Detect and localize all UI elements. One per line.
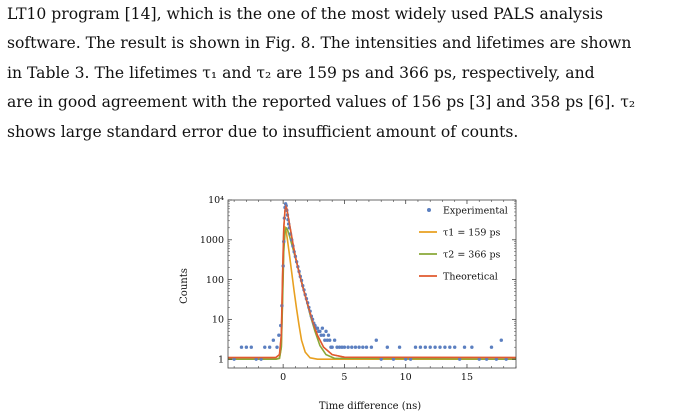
paragraph-line: shows large standard error due to insuff… (7, 122, 519, 141)
data-point (391, 357, 396, 361)
plot-frame (227, 199, 517, 369)
data-point (342, 345, 347, 349)
data-point (443, 345, 447, 349)
y-tick-label: 1000 (200, 235, 224, 246)
data-point (385, 345, 390, 349)
data-point (423, 345, 428, 349)
data-point (361, 345, 365, 349)
paragraph-line: software. The result is shown in Fig. 8.… (7, 34, 632, 53)
y-axis-label: Counts (179, 268, 190, 304)
data-point (259, 357, 263, 361)
data-point (319, 333, 323, 337)
data-point (499, 338, 503, 342)
data-point (350, 345, 354, 349)
series-line (228, 203, 517, 359)
data-point (330, 345, 334, 349)
data-point (489, 345, 494, 349)
y-tick-label: 1 (218, 354, 224, 365)
paragraph-line: are in good agreement with the reported … (7, 93, 636, 112)
body-paragraph: LT10 program [14], which is the one of t… (7, 0, 695, 147)
data-point (494, 357, 499, 361)
y-tick-label: 10⁴ (208, 195, 224, 206)
legend-marker (427, 208, 431, 212)
data-point (249, 345, 253, 349)
data-point (457, 357, 462, 361)
data-point (321, 333, 326, 337)
data-point (267, 345, 272, 349)
data-point (477, 357, 481, 361)
data-point (263, 345, 267, 349)
legend-label: Theoretical (443, 272, 498, 283)
data-point (364, 345, 369, 349)
data-point (315, 326, 320, 330)
data-point (340, 345, 344, 349)
data-point (397, 345, 402, 349)
data-point (232, 357, 236, 361)
series-line (228, 226, 516, 360)
data-point (418, 345, 423, 349)
data-point (254, 357, 258, 361)
x-tick-label: 15 (461, 372, 473, 383)
data-point (328, 338, 332, 342)
data-point (462, 345, 467, 349)
data-point (404, 357, 408, 361)
data-point (346, 345, 350, 349)
y-tick-label: 10 (212, 315, 224, 326)
data-point (428, 345, 432, 349)
data-point (484, 357, 489, 361)
data-point (323, 338, 327, 342)
x-tick-label: 0 (280, 372, 286, 383)
data-point (337, 345, 342, 349)
data-point (324, 329, 328, 334)
data-point (379, 357, 383, 361)
data-point (318, 329, 322, 334)
data-point (369, 345, 374, 349)
paragraph-line: in Table 3. The lifetimes τ₁ and τ₂ are … (7, 63, 595, 82)
data-point (357, 345, 361, 349)
pals-spectrum-chart: 0 5 10 15 1 10 100 1000 10⁴ Experimental τ1 = 159… (179, 195, 517, 412)
data-point (320, 326, 325, 330)
data-point (325, 338, 329, 342)
data-point (408, 357, 413, 361)
figure-8: 0 5 10 15 1 10 100 1000 10⁴ Experimental τ1 = 159… (172, 188, 532, 414)
data-point (326, 333, 331, 337)
x-tick-label: 5 (341, 372, 347, 383)
data-point (271, 338, 276, 342)
data-point (433, 345, 437, 349)
legend-label: τ1 = 159 ps (443, 228, 501, 239)
data-point (239, 345, 244, 349)
data-point (277, 333, 281, 337)
x-axis-label: Time difference (ns) (319, 401, 421, 412)
legend-label: τ2 = 366 ps (443, 250, 501, 261)
data-point (448, 345, 452, 349)
series-line (228, 227, 517, 360)
paragraph-line: LT10 program [14], which is the one of t… (7, 5, 603, 23)
data-point (470, 345, 474, 349)
data-point (453, 345, 457, 349)
x-tick-label: 10 (400, 372, 412, 383)
data-point (275, 345, 279, 349)
data-point (332, 338, 337, 342)
data-point (335, 345, 339, 349)
data-point (374, 338, 378, 342)
data-point (413, 345, 418, 349)
data-point (353, 345, 358, 349)
legend-label: Experimental (443, 206, 508, 217)
data-point (438, 345, 442, 349)
y-tick-label: 100 (206, 275, 224, 286)
data-point (504, 357, 508, 361)
data-point (244, 345, 249, 349)
